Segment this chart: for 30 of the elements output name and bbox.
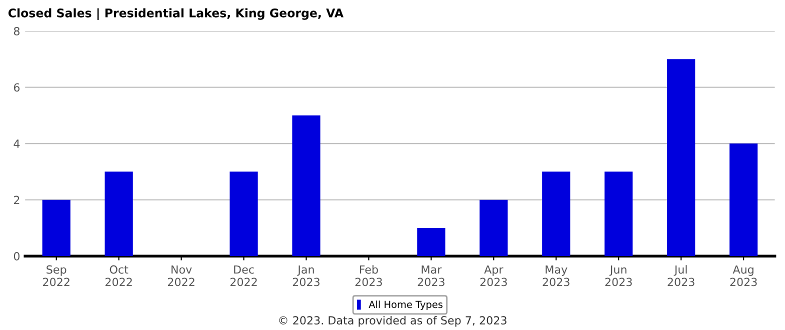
chart-title: Closed Sales | Presidential Lakes, King George, VA [8, 8, 344, 20]
x-tick-label: Apr 2023 [480, 265, 507, 286]
x-tick-label: Aug 2023 [730, 265, 757, 286]
x-tick-label: Sep 2022 [43, 265, 70, 286]
y-tick-label: 0 [14, 252, 20, 260]
x-tick-label: Dec 2022 [230, 265, 257, 286]
legend-label: All Home Types [368, 300, 442, 310]
bar [292, 115, 320, 256]
x-tick-label: Jun 2023 [605, 265, 632, 286]
x-tick-label: May 2023 [542, 265, 570, 286]
bar [480, 200, 508, 256]
y-tick-label: 4 [14, 140, 20, 148]
x-tick-label: Oct 2022 [106, 265, 132, 286]
bar [104, 172, 133, 256]
bar [604, 172, 633, 256]
x-tick-label: Feb 2023 [355, 265, 382, 286]
bar [417, 228, 446, 256]
y-tick-label: 2 [14, 196, 20, 204]
bar [667, 59, 696, 256]
y-tick-label: 8 [14, 26, 20, 36]
bar [230, 172, 258, 256]
x-tick-label: Nov 2022 [168, 265, 194, 286]
x-tick-label: Jul 2023 [668, 265, 694, 286]
x-tick-label: Jan 2023 [292, 265, 320, 286]
bar [42, 200, 70, 256]
y-tick-label: 6 [14, 83, 20, 92]
bar [730, 144, 758, 256]
text: © 2023. Data provided as of Sep 7, 2023 [279, 316, 506, 327]
x-tick-label: Mar 2023 [418, 265, 444, 286]
bar [542, 172, 570, 256]
